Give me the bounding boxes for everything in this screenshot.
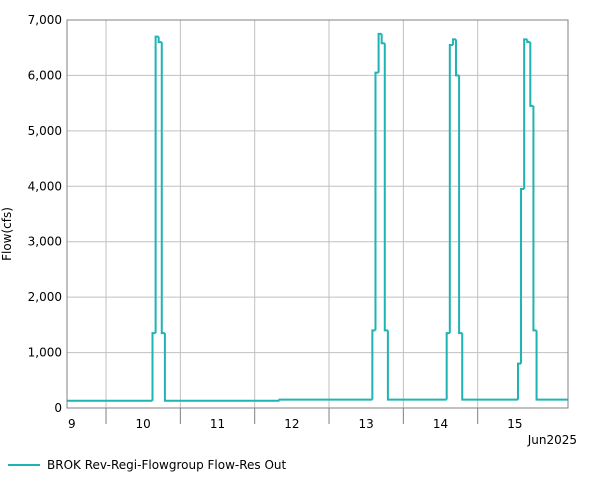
x-tick-label: 12 — [284, 417, 299, 431]
x-tick-label: 11 — [210, 417, 225, 431]
x-axis-label: Jun2025 — [527, 433, 577, 447]
x-tick-label: 15 — [507, 417, 522, 431]
plot-border — [66, 19, 569, 409]
y-tick-label: 4,000 — [28, 179, 62, 193]
line-step — [383, 43, 388, 332]
line-step — [448, 43, 453, 334]
y-tick-label: 5,000 — [28, 124, 62, 138]
x-tick-label: 14 — [433, 417, 448, 431]
x-tick-label: 9 — [68, 417, 76, 431]
line-step — [163, 333, 280, 402]
y-tick-label: 2,000 — [28, 290, 62, 304]
line-step — [157, 36, 162, 44]
line-step — [445, 332, 450, 400]
y-tick-label: 0 — [54, 401, 62, 415]
legend-label: BROK Rev-Regi-Flowgroup Flow-Res Out — [47, 458, 287, 472]
line-step — [461, 333, 518, 401]
line-step — [523, 38, 528, 190]
x-tick-label: 10 — [136, 417, 151, 431]
y-tick-label: 1,000 — [28, 346, 62, 360]
line-step — [451, 38, 456, 45]
y-tick-label: 6,000 — [28, 68, 62, 82]
line-step — [532, 105, 537, 332]
line-step — [154, 35, 159, 334]
line-step — [516, 362, 522, 400]
line-step — [377, 32, 382, 73]
line-step — [458, 75, 463, 335]
line-step — [520, 188, 525, 364]
line-step — [371, 329, 376, 400]
plot-area — [67, 20, 568, 408]
y-tick-label: 3,000 — [28, 235, 62, 249]
y-axis-label: Flow(cfs) — [0, 207, 14, 261]
line-step — [151, 332, 156, 401]
line-step — [380, 33, 385, 45]
line-step — [374, 71, 379, 331]
y-tick-label: 7,000 — [28, 13, 62, 27]
line-step — [526, 39, 531, 44]
line-step — [529, 42, 534, 107]
line-step — [160, 42, 165, 335]
line-step — [386, 330, 447, 401]
line-step — [535, 330, 568, 401]
x-tick-label: 13 — [359, 417, 374, 431]
series-lines — [67, 32, 568, 402]
grid — [67, 19, 568, 409]
line-step — [454, 39, 460, 77]
line-step — [278, 398, 373, 401]
